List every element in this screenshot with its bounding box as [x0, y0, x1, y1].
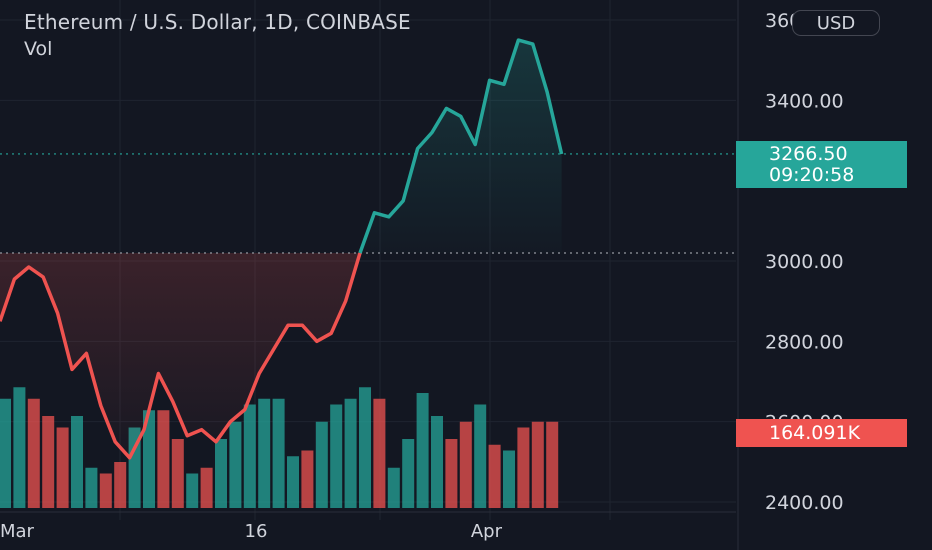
- volume-bar: [171, 439, 184, 508]
- last-price-value: 3266.50: [769, 143, 848, 165]
- volume-bar: [531, 421, 544, 508]
- volume-bar: [359, 387, 371, 508]
- last-volume-badge: 164.091K: [736, 419, 907, 447]
- volume-indicator-label[interactable]: Vol: [24, 38, 53, 60]
- time-tick-label: Apr: [471, 521, 503, 542]
- price-tick-label: 2800.00: [765, 331, 844, 353]
- volume-bar: [27, 398, 40, 508]
- volume-bar: [229, 421, 242, 508]
- volume-bar: [99, 473, 112, 508]
- volume-bar: [157, 410, 170, 508]
- volume-bar: [42, 416, 55, 508]
- volume-bar: [373, 398, 386, 508]
- volume-bar: [85, 467, 98, 508]
- volume-bar: [431, 416, 443, 508]
- volume-bar: [330, 404, 343, 508]
- price-area-fill: [0, 40, 562, 458]
- volume-bar: [488, 444, 501, 508]
- currency-button[interactable]: USD: [792, 10, 880, 36]
- time-axis[interactable]: Mar 16 Apr: [0, 511, 736, 542]
- volume-bar: [0, 398, 11, 508]
- price-tick-label: 2400.00: [765, 492, 844, 514]
- volume-bar: [546, 421, 559, 508]
- price-line-above: [358, 38, 564, 254]
- volume-bar: [387, 467, 400, 508]
- price-line-below: [0, 252, 362, 460]
- last-price-badge: 3266.50 09:20:58: [736, 141, 907, 188]
- time-tick-label: 16: [245, 521, 268, 542]
- price-tick-label: 3400.00: [765, 90, 844, 112]
- volume-bar: [445, 439, 458, 508]
- bar-countdown: 09:20:58: [769, 164, 855, 186]
- volume-bar: [287, 456, 299, 508]
- volume-bar: [243, 404, 256, 508]
- volume-bar: [272, 398, 285, 508]
- volume-bar: [258, 398, 271, 508]
- volume-bar: [402, 439, 415, 508]
- volume-bar: [301, 450, 314, 508]
- volume-bar: [459, 421, 472, 508]
- time-tick-label: Mar: [0, 521, 35, 542]
- chart-title: Ethereum / U.S. Dollar, 1D, COINBASE: [24, 10, 411, 34]
- volume-bar: [416, 393, 429, 508]
- volume-bar: [200, 467, 213, 508]
- volume-bar: [114, 462, 127, 508]
- volume-bar: [503, 450, 515, 508]
- volume-bar: [517, 427, 530, 508]
- volume-bar: [186, 473, 199, 508]
- volume-bar: [344, 398, 357, 508]
- volume-bar: [143, 410, 155, 508]
- down-area: [0, 252, 360, 458]
- price-tick-label: 3000.00: [765, 251, 844, 273]
- price-axis[interactable]: 3600.003400.003000.002800.002600.002400.…: [737, 0, 844, 550]
- up-area: [360, 40, 562, 253]
- volume-bar: [13, 387, 26, 508]
- volume-bar: [56, 427, 69, 508]
- volume-bar: [215, 439, 227, 508]
- volume-bar: [71, 416, 83, 508]
- volume-bar: [474, 404, 487, 508]
- price-lines: [0, 38, 736, 460]
- volume-bar: [315, 421, 328, 508]
- volume-histogram: [0, 387, 559, 508]
